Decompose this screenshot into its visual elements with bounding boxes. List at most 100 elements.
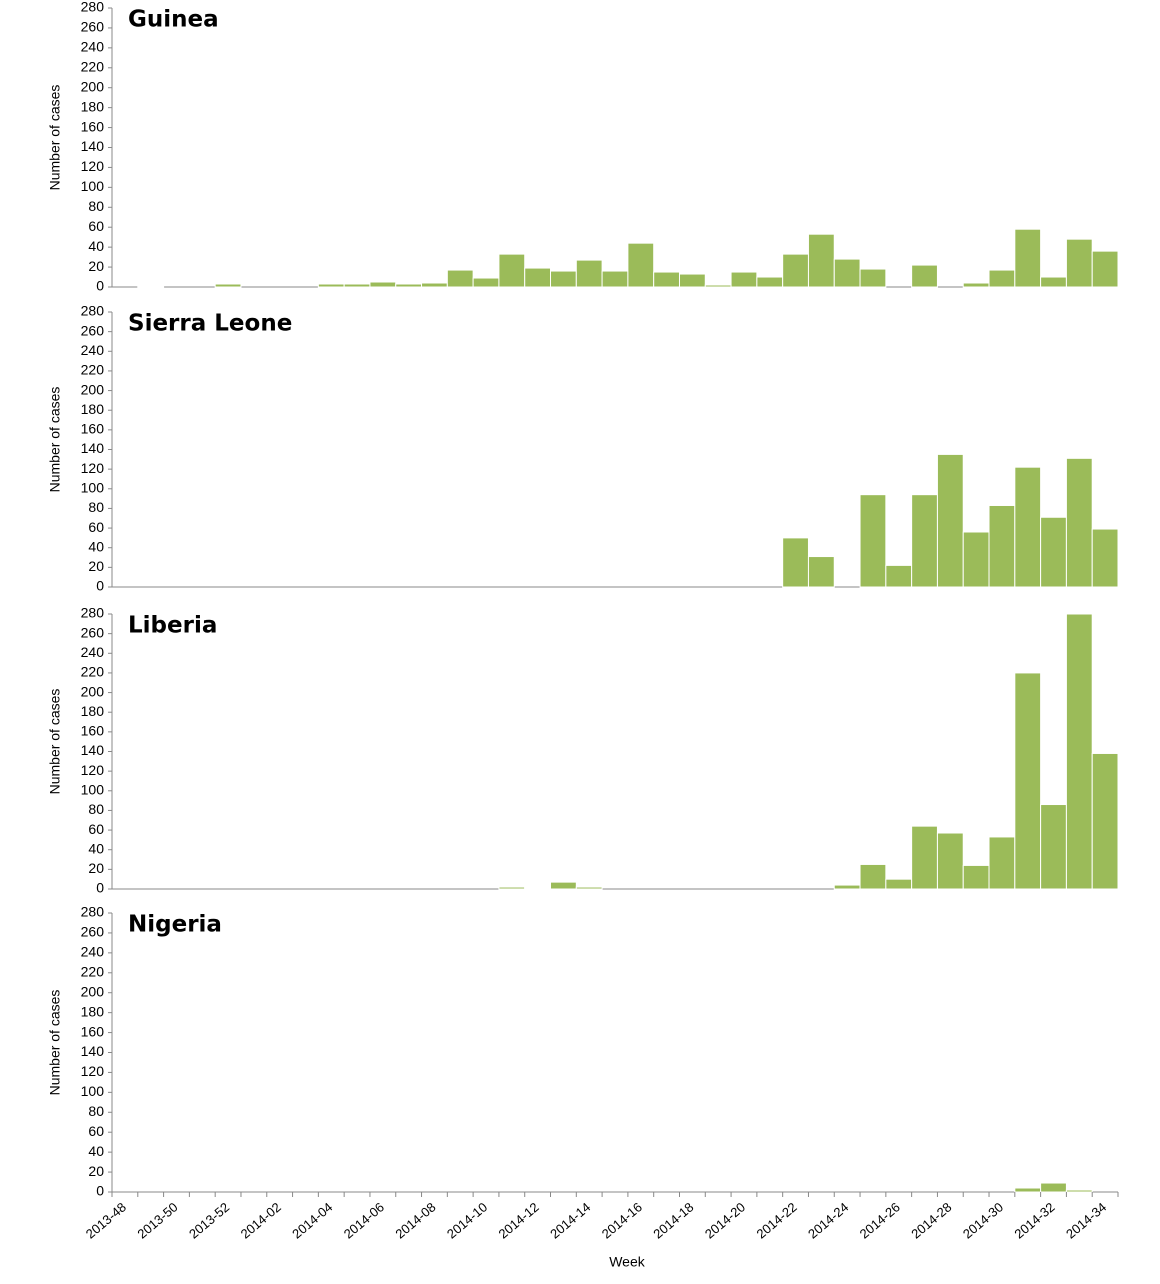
x-tick-label: 2013-52 <box>186 1199 232 1241</box>
bar <box>962 864 990 890</box>
bar <box>653 271 680 288</box>
bar <box>550 270 577 288</box>
y-tick-label: 200 <box>81 683 105 699</box>
bar <box>1065 1189 1093 1193</box>
x-tick-label: 2013-50 <box>134 1199 180 1241</box>
bar <box>911 264 938 288</box>
y-tick-label: 280 <box>81 605 105 621</box>
bar <box>859 494 887 588</box>
bar <box>627 242 655 288</box>
panel-title: Nigeria <box>128 912 222 938</box>
bar <box>962 531 990 588</box>
bar <box>1014 672 1042 890</box>
bar <box>988 836 1016 890</box>
y-tick-label: 100 <box>81 178 105 194</box>
x-tick-label: 2014-34 <box>1063 1199 1109 1241</box>
bar <box>524 887 552 890</box>
bar <box>885 564 913 588</box>
bar <box>988 504 1016 588</box>
y-tick-label: 120 <box>81 158 105 174</box>
x-tick-label: 2014-04 <box>289 1199 335 1241</box>
x-tick-label: 2014-26 <box>857 1199 903 1241</box>
y-tick-label: 100 <box>81 781 105 797</box>
bar <box>936 832 964 890</box>
bar <box>678 273 706 288</box>
y-tick-label: 40 <box>88 238 104 254</box>
x-tick-label: 2014-08 <box>392 1199 438 1241</box>
y-tick-label: 240 <box>81 342 105 358</box>
y-tick-label: 120 <box>81 1063 105 1079</box>
x-tick-label: 2014-12 <box>496 1199 542 1241</box>
bar <box>1091 250 1119 288</box>
y-tick-label: 180 <box>81 1003 105 1019</box>
panel-title: Liberia <box>128 613 217 639</box>
x-tick-label: 2014-32 <box>1011 1199 1057 1241</box>
x-axis-label: Week <box>609 1254 646 1270</box>
y-tick-label: 20 <box>88 860 104 876</box>
bar <box>756 276 784 288</box>
y-tick-label: 280 <box>81 303 105 319</box>
x-tick-label: 2014-14 <box>547 1199 593 1241</box>
bar <box>498 886 526 890</box>
y-tick-label: 60 <box>88 218 104 234</box>
y-tick-label: 0 <box>96 278 104 294</box>
x-tick-label: 2014-28 <box>908 1199 954 1241</box>
y-tick-label: 180 <box>81 401 105 417</box>
bar <box>1014 466 1042 588</box>
y-tick-label: 80 <box>88 499 104 515</box>
y-tick-label: 40 <box>88 840 104 856</box>
bar <box>575 259 603 288</box>
panel-title: Sierra Leone <box>128 311 292 337</box>
y-tick-label: 220 <box>81 58 105 74</box>
bar <box>421 282 448 288</box>
y-tick-label: 260 <box>81 624 105 640</box>
y-tick-label: 240 <box>81 644 105 660</box>
y-tick-label: 0 <box>96 880 104 896</box>
y-tick-label: 220 <box>81 664 105 680</box>
bar <box>1040 516 1067 588</box>
bar <box>911 494 938 588</box>
y-tick-label: 180 <box>81 703 105 719</box>
bar <box>911 825 938 890</box>
bar <box>807 556 835 588</box>
bar <box>1091 752 1119 890</box>
y-tick-label: 160 <box>81 118 105 134</box>
y-tick-label: 0 <box>96 578 104 594</box>
y-tick-label: 80 <box>88 801 104 817</box>
bar <box>988 269 1016 288</box>
x-tick-label: 2014-10 <box>444 1199 490 1241</box>
bar <box>550 881 577 890</box>
bar <box>962 282 990 288</box>
y-tick-label: 240 <box>81 944 105 960</box>
y-tick-label: 200 <box>81 381 105 397</box>
bar <box>1040 276 1067 288</box>
bar <box>936 453 964 588</box>
y-tick-label: 120 <box>81 460 105 476</box>
bar <box>524 267 552 288</box>
bar <box>395 283 423 288</box>
bar <box>498 253 526 288</box>
y-tick-label: 40 <box>88 538 104 554</box>
y-tick-label: 20 <box>88 258 104 274</box>
y-tick-label: 140 <box>81 1043 105 1059</box>
y-tick-label: 280 <box>81 0 105 15</box>
bar <box>1014 228 1042 288</box>
y-tick-label: 100 <box>81 1083 105 1099</box>
bar <box>782 253 809 288</box>
x-tick-label: 2014-18 <box>650 1199 696 1241</box>
bar <box>472 277 500 288</box>
x-tick-label: 2014-24 <box>805 1199 851 1241</box>
y-tick-label: 20 <box>88 558 104 574</box>
y-tick-label: 140 <box>81 742 105 758</box>
x-tick-label: 2014-02 <box>238 1199 284 1241</box>
bar <box>1065 238 1093 288</box>
y-tick-label: 160 <box>81 421 105 437</box>
bar <box>214 283 242 288</box>
bar <box>833 884 861 890</box>
x-tick-label: 2013-48 <box>83 1199 129 1241</box>
y-tick-label: 180 <box>81 98 105 114</box>
y-tick-label: 60 <box>88 519 104 535</box>
y-tick-label: 200 <box>81 983 105 999</box>
y-tick-label: 140 <box>81 440 105 456</box>
